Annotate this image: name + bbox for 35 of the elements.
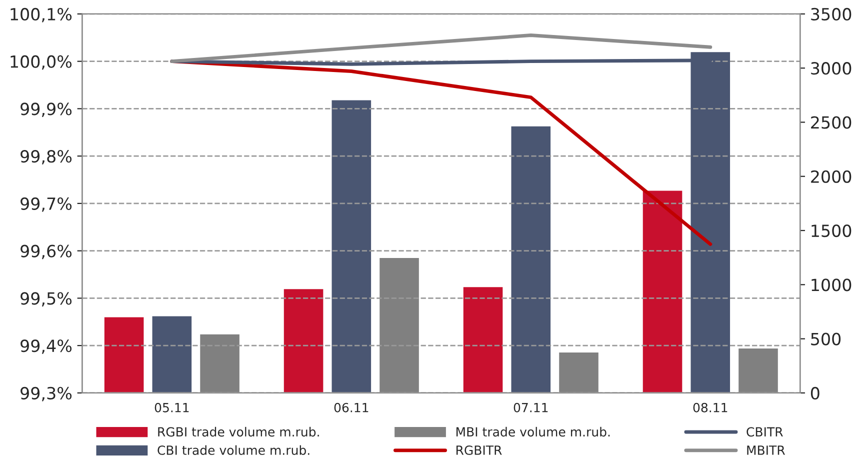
bar	[330, 98, 372, 393]
y2-tick-label: 3500	[811, 8, 852, 21]
x-tick-label: 08.11	[693, 402, 728, 412]
y-tick-label: 99,9%	[20, 102, 72, 117]
y-tick-label: 99,5%	[20, 292, 72, 306]
legend-label: CBITR	[746, 427, 783, 437]
legend-label: RGBITR	[456, 445, 502, 455]
y2-tick-label: 3000	[811, 62, 852, 75]
y-tick-label: 99,4%	[20, 340, 72, 354]
y2-tick-label: 1000	[812, 278, 852, 292]
y-tick-label: 99,7%	[20, 197, 72, 212]
legend-label: MBITR	[747, 446, 785, 455]
bar	[150, 314, 193, 393]
y2-tick-label: 2000	[811, 170, 852, 183]
bar	[510, 125, 552, 393]
x-tick-label: 05.11	[154, 402, 189, 412]
y2-tick-label: 500	[811, 332, 841, 346]
y-tick-label: 99,6%	[20, 244, 72, 260]
bar	[462, 286, 504, 393]
y2-tick-label: 0	[810, 386, 820, 400]
y2-tick-label: 2500	[811, 116, 852, 129]
legend-label: RGBI trade volume m.rub.	[158, 426, 319, 437]
bar	[282, 288, 325, 393]
legend-label: MBI trade volume m.rub.	[456, 426, 610, 437]
bar	[103, 316, 146, 393]
legend-label: CBI trade volume m.rub.	[158, 445, 310, 455]
y-tick-label: 99,3%	[20, 386, 72, 402]
y-tick-label: 99,8%	[20, 150, 72, 164]
y-tick-label: 100,1%	[10, 8, 72, 22]
y2-tick-label: 1500	[812, 224, 852, 238]
line-series	[170, 34, 712, 64]
x-tick-label: 06.11	[334, 402, 368, 412]
y-tick-label: 100,0%	[10, 55, 72, 70]
x-tick-label: 07.11	[514, 402, 548, 412]
bar	[641, 189, 684, 393]
